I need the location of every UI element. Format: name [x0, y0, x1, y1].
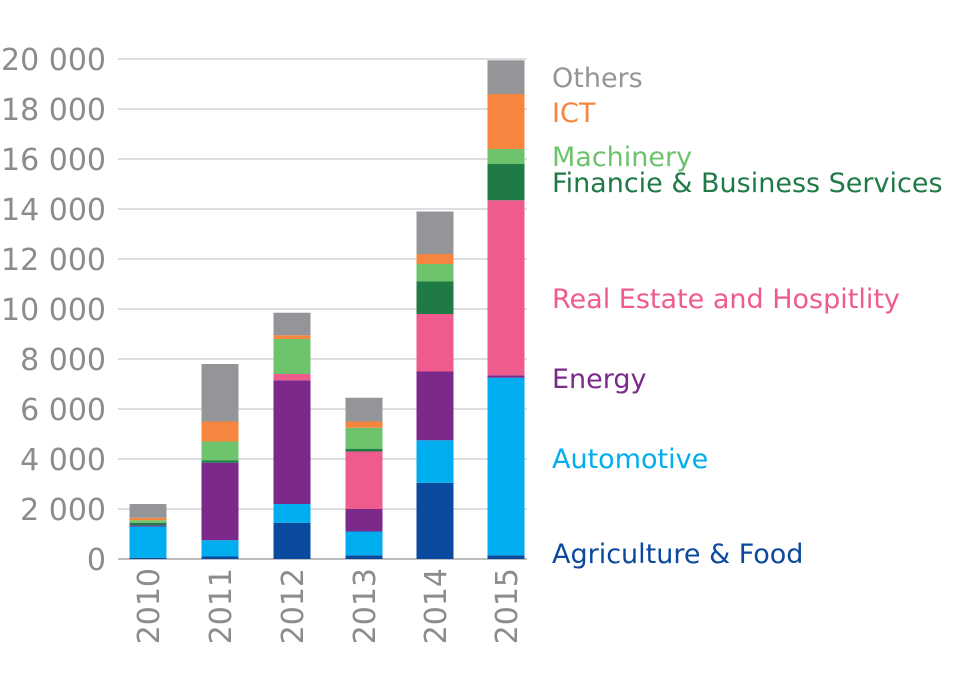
bar-segment — [416, 264, 454, 282]
legend-label: Real Estate and Hospitlity — [552, 284, 900, 315]
bar-segment — [416, 254, 454, 264]
legend-label: Financie & Business Services — [552, 168, 943, 199]
x-axis-tick-labels: 2010 2011 2012 2013 2014 2015 — [132, 568, 525, 644]
legend-label: Machinery — [552, 142, 692, 173]
bar-segment — [201, 462, 239, 541]
legend-label: Others — [552, 63, 643, 94]
y-tick-label: 4 000 — [20, 443, 106, 478]
bar-segment — [201, 441, 239, 461]
bar-segment — [416, 371, 454, 441]
bar-segment — [273, 374, 311, 381]
gridlines — [118, 58, 527, 560]
legend-label: Automotive — [552, 444, 708, 475]
x-tick-label: 2011 — [204, 568, 239, 644]
bar-segment — [201, 556, 239, 559]
x-tick-label: 2013 — [348, 568, 383, 644]
bar-segment — [487, 377, 525, 556]
bar-segment — [129, 526, 167, 558]
bar-segment — [416, 281, 454, 314]
bar-segment — [345, 531, 383, 556]
bar-segment — [129, 525, 167, 527]
bar-segment — [273, 339, 311, 374]
bar-stack-2012 — [273, 312, 311, 559]
legend-label: Energy — [552, 364, 647, 395]
bar-segment — [487, 164, 525, 201]
legend-label: ICT — [552, 98, 596, 129]
bar-segment — [273, 522, 311, 559]
bar-segment — [273, 335, 311, 339]
bar-segment — [273, 380, 311, 504]
x-tick-label: 2012 — [276, 568, 311, 644]
bar-segment — [201, 421, 239, 442]
x-tick-label: 2015 — [490, 568, 525, 644]
y-axis-tick-labels: 0 2 000 4 000 6 000 8 000 10 000 12 000 14 000 1… — [1, 43, 106, 578]
bar-segment — [416, 314, 454, 372]
bar-segment — [345, 427, 383, 449]
bar-stack-2015 — [487, 60, 525, 559]
bar-stack-2013 — [345, 397, 383, 559]
bar-segment — [345, 449, 383, 452]
bar-segment — [129, 522, 167, 526]
y-tick-label: 0 — [87, 543, 106, 578]
y-tick-label: 14 000 — [1, 193, 106, 228]
bar-segment — [416, 440, 454, 483]
legend-label: Agriculture & Food — [552, 539, 803, 570]
bar-segment — [345, 397, 383, 422]
bar-segment — [129, 517, 167, 521]
bar-segment — [345, 421, 383, 428]
bar-segment — [487, 60, 525, 94]
bar-segment — [487, 149, 525, 164]
bar-stack-2010 — [129, 504, 167, 559]
bar-segment — [129, 504, 167, 518]
bar-segment — [487, 555, 525, 559]
bar-segment — [416, 482, 454, 559]
y-tick-label: 8 000 — [20, 343, 106, 378]
legend: Agriculture & Food Automotive Energy Real E… — [552, 63, 943, 570]
bars — [129, 60, 525, 559]
y-tick-label: 20 000 — [1, 43, 106, 78]
y-tick-label: 12 000 — [1, 243, 106, 278]
bar-segment — [345, 509, 383, 532]
x-tick-label: 2014 — [419, 568, 454, 644]
bar-segment — [345, 555, 383, 559]
y-tick-label: 18 000 — [1, 93, 106, 128]
bar-segment — [201, 460, 239, 463]
bar-segment — [273, 504, 311, 523]
bar-segment — [345, 451, 383, 509]
y-tick-label: 10 000 — [1, 293, 106, 328]
bar-stack-2014 — [416, 211, 454, 559]
bar-segment — [201, 364, 239, 422]
bar-segment — [487, 375, 525, 378]
bar-segment — [273, 312, 311, 336]
bar-segment — [129, 557, 167, 559]
bar-segment — [129, 520, 167, 523]
bar-stack-2011 — [201, 364, 239, 559]
y-tick-label: 6 000 — [20, 393, 106, 428]
bar-segment — [487, 94, 525, 149]
y-tick-label: 2 000 — [20, 493, 106, 528]
y-tick-label: 16 000 — [1, 143, 106, 178]
bar-segment — [201, 540, 239, 557]
bar-segment — [416, 211, 454, 254]
x-tick-label: 2010 — [132, 568, 167, 644]
bar-segment — [487, 200, 525, 376]
